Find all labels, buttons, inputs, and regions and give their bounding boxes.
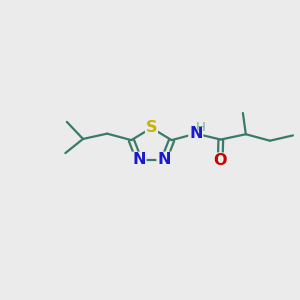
Text: N: N	[132, 152, 146, 167]
Text: S: S	[146, 120, 157, 135]
Text: N: N	[189, 126, 202, 141]
Text: O: O	[214, 153, 227, 168]
Text: N: N	[157, 152, 171, 167]
Text: H: H	[196, 121, 206, 134]
